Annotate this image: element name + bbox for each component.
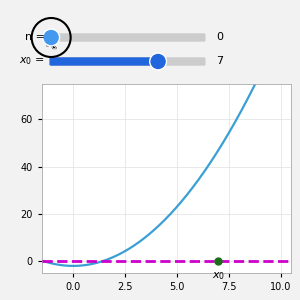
Text: $x_0$: $x_0$	[212, 270, 225, 282]
Polygon shape	[47, 31, 56, 48]
Text: 7: 7	[216, 56, 223, 67]
Text: $x_0$ =: $x_0$ =	[19, 56, 45, 68]
Text: n =: n =	[25, 32, 45, 43]
Text: 0: 0	[216, 32, 223, 43]
